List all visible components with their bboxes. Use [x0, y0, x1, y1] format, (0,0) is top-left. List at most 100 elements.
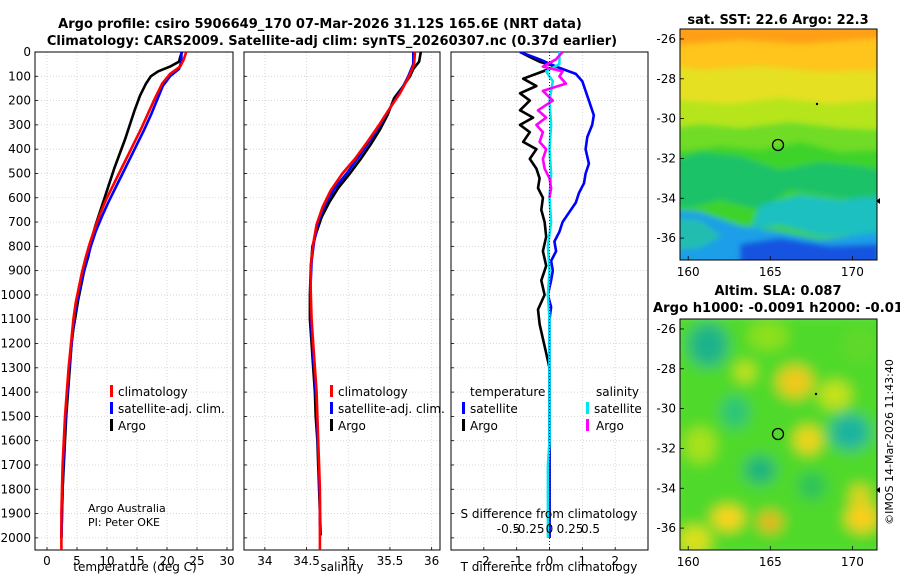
x-tick-label: 20	[159, 554, 174, 568]
legend-label-argo: Argo	[338, 419, 366, 433]
depth-tick-label: 200	[8, 94, 31, 108]
sla-edge-marker	[876, 487, 880, 493]
x-tick-label: 34	[257, 554, 272, 568]
series-line-argo	[308, 52, 423, 536]
x-tick-label: 5	[73, 554, 81, 568]
series-line-argo-salinity	[535, 52, 568, 199]
x-tick-label: 30	[219, 554, 234, 568]
sla-profile-marker	[771, 427, 785, 441]
legend-swatch-argo-temperature	[462, 419, 465, 431]
depth-tick-label: 1700	[0, 458, 31, 472]
top-tick-label: -0.25	[513, 522, 544, 536]
map-x-tick-label: 160	[677, 265, 700, 279]
attribution-line2: PI: Peter OKE	[88, 516, 160, 529]
top-tick-label: 0	[546, 522, 554, 536]
map-y-tick-label: -32	[656, 151, 676, 165]
depth-tick-label: 1400	[0, 385, 31, 399]
sst-profile-marker	[771, 138, 785, 152]
map-y-tick-label: -34	[656, 191, 676, 205]
salinity-legend: climatology satellite-adj. clim. Argo	[330, 385, 445, 433]
legend-label-climatology: climatology	[338, 385, 408, 399]
salinity-axes-frame	[243, 51, 441, 551]
sla-field	[680, 319, 877, 550]
timestamp: ©IMOS 14-Mar-2026 11:43:40	[883, 359, 896, 525]
legend-swatch-climatology	[110, 385, 113, 397]
sla-map-subtitle: Argo h1000: -0.0091 h2000: -0.01	[653, 301, 900, 316]
sla-map: Altim. SLA: 0.087 Argo h1000: -0.0091 h2…	[653, 284, 900, 569]
legend-swatch-satellite-salinity	[586, 402, 589, 414]
map-x-tick-label: 170	[841, 555, 864, 569]
depth-tick-label: 1600	[0, 434, 31, 448]
depth-tick-label: 1800	[0, 482, 31, 496]
x-tick-label: 36	[424, 554, 439, 568]
temperature-legend: climatology satellite-adj. clim. Argo	[110, 385, 225, 433]
map-y-tick-label: -26	[656, 32, 676, 46]
x-tick-label: 2	[611, 554, 619, 568]
map-x-tick-label: 170	[841, 265, 864, 279]
x-tick-label: 1	[579, 554, 587, 568]
x-tick-label: 35.5	[377, 554, 404, 568]
attribution-line1: Argo Australia	[88, 502, 166, 515]
x-tick-label: 35	[341, 554, 356, 568]
temperature-axes-frame	[34, 51, 234, 551]
x-tick-label: 0	[43, 554, 51, 568]
depth-tick-label: 300	[8, 118, 31, 132]
difference-top-label: S difference from climatology	[461, 507, 638, 521]
temperature-xlabel: temperature (deg C)	[73, 560, 196, 574]
sst-float-dot	[815, 102, 819, 106]
map-y-tick-label: -30	[656, 112, 676, 126]
x-tick-label: -1	[511, 554, 523, 568]
sla-map-title: Altim. SLA: 0.087	[715, 284, 842, 299]
series-line-climatology	[60, 52, 188, 550]
depth-tick-label: 1500	[0, 409, 31, 423]
depth-tick-label: 500	[8, 166, 31, 180]
difference-legend: temperature satellite Argo salinity sate…	[462, 385, 642, 433]
depth-tick-label: 900	[8, 264, 31, 278]
sst-map-title: sat. SST: 22.6 Argo: 22.3	[687, 13, 868, 28]
x-tick-label: 0	[546, 554, 554, 568]
map-y-tick-label: -34	[656, 481, 676, 495]
depth-tick-label: 400	[8, 142, 31, 156]
depth-tick-label: 100	[8, 69, 31, 83]
series-line-climatology	[309, 52, 417, 550]
top-tick-label: -0.5	[497, 522, 520, 536]
depth-tick-label: 1900	[0, 507, 31, 521]
map-y-tick-label: -36	[656, 521, 676, 535]
legend-label-argo: Argo	[118, 419, 146, 433]
legend-label-climatology: climatology	[118, 385, 188, 399]
depth-tick-label: 1300	[0, 361, 31, 375]
sst-edge-marker	[876, 198, 880, 204]
sst-field	[680, 29, 877, 260]
map-x-tick-label: 165	[759, 555, 782, 569]
legend-swatch-argo	[110, 419, 113, 431]
depth-tick-label: 700	[8, 215, 31, 229]
temperature-chart: 0100200300400500600700800900100011001200…	[0, 45, 234, 574]
x-tick-label: 34.5	[293, 554, 320, 568]
legend-swatch-climatology	[330, 385, 333, 397]
legend-label-argo-temperature: Argo	[470, 419, 498, 433]
x-tick-label: 10	[99, 554, 114, 568]
legend-swatch-satellite	[330, 402, 333, 414]
sla-float-dot	[814, 392, 818, 396]
legend-swatch-argo-salinity	[586, 419, 589, 431]
depth-tick-label: 1100	[0, 312, 31, 326]
map-x-tick-label: 165	[759, 265, 782, 279]
depth-tick-label: 1200	[0, 337, 31, 351]
legend-swatch-argo	[330, 419, 333, 431]
depth-tick-label: 600	[8, 191, 31, 205]
main-title: Argo profile: csiro 5906649_170 07-Mar-2…	[58, 17, 582, 32]
depth-tick-label: 1000	[0, 288, 31, 302]
main-subtitle: Climatology: CARS2009. Satellite-adj cli…	[47, 34, 617, 49]
series-line-satellite-adj-clim-	[60, 52, 183, 538]
salinity-chart: 34 34.5 35 35.5 36 climatology satellite-adj…	[243, 51, 445, 574]
series-line-satellite-salinity	[544, 52, 561, 538]
difference-xlabel: T difference from climatology	[460, 560, 638, 574]
x-tick-label: -2	[478, 554, 490, 568]
map-y-tick-label: -28	[656, 362, 676, 376]
legend-swatch-satellite	[110, 402, 113, 414]
map-y-tick-label: -30	[656, 402, 676, 416]
top-tick-label: 0.25	[557, 522, 584, 536]
salinity-xlabel: salinity	[320, 560, 363, 574]
legend-label-satellite-temperature: satellite	[470, 402, 518, 416]
